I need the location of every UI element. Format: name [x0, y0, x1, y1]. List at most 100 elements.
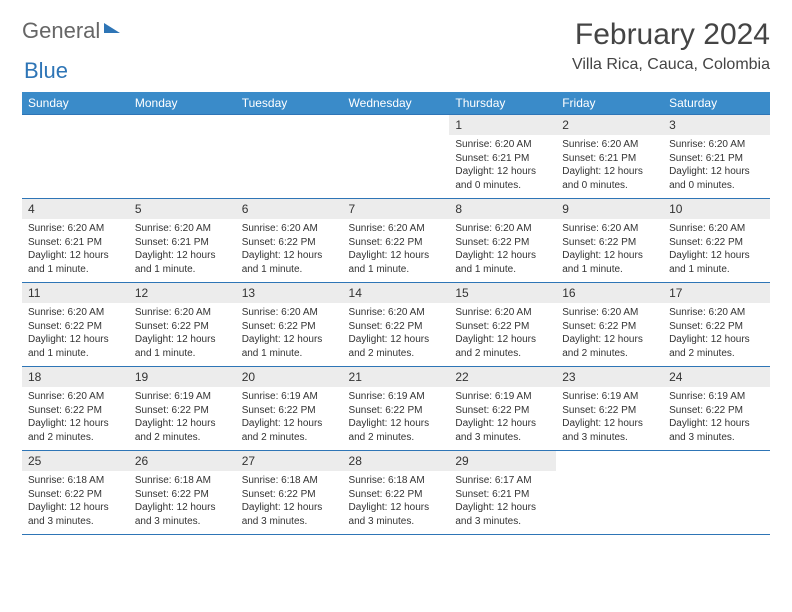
- day-number: 15: [449, 283, 556, 303]
- calendar-day-cell: 26Sunrise: 6:18 AMSunset: 6:22 PMDayligh…: [129, 451, 236, 535]
- day-number: 23: [556, 367, 663, 387]
- day-details: Sunrise: 6:20 AMSunset: 6:21 PMDaylight:…: [556, 135, 663, 198]
- day-details: Sunrise: 6:19 AMSunset: 6:22 PMDaylight:…: [556, 387, 663, 450]
- calendar-week-row: 1Sunrise: 6:20 AMSunset: 6:21 PMDaylight…: [22, 115, 770, 199]
- calendar-day-cell: 1Sunrise: 6:20 AMSunset: 6:21 PMDaylight…: [449, 115, 556, 199]
- day-details: Sunrise: 6:20 AMSunset: 6:22 PMDaylight:…: [343, 219, 450, 282]
- day-details: Sunrise: 6:19 AMSunset: 6:22 PMDaylight:…: [129, 387, 236, 450]
- day-number: 13: [236, 283, 343, 303]
- calendar-day-cell: [663, 451, 770, 535]
- day-number: [556, 451, 663, 471]
- calendar-week-row: 11Sunrise: 6:20 AMSunset: 6:22 PMDayligh…: [22, 283, 770, 367]
- day-number: 19: [129, 367, 236, 387]
- day-number: 2: [556, 115, 663, 135]
- calendar-day-cell: 23Sunrise: 6:19 AMSunset: 6:22 PMDayligh…: [556, 367, 663, 451]
- day-number: [129, 115, 236, 135]
- day-details: Sunrise: 6:20 AMSunset: 6:22 PMDaylight:…: [449, 303, 556, 366]
- day-number: 20: [236, 367, 343, 387]
- day-details: Sunrise: 6:20 AMSunset: 6:22 PMDaylight:…: [556, 303, 663, 366]
- calendar-day-cell: 13Sunrise: 6:20 AMSunset: 6:22 PMDayligh…: [236, 283, 343, 367]
- day-details: Sunrise: 6:20 AMSunset: 6:22 PMDaylight:…: [663, 303, 770, 366]
- day-details: Sunrise: 6:20 AMSunset: 6:22 PMDaylight:…: [449, 219, 556, 282]
- title-block: February 2024 Villa Rica, Cauca, Colombi…: [572, 18, 770, 74]
- day-number: 17: [663, 283, 770, 303]
- calendar-day-cell: 25Sunrise: 6:18 AMSunset: 6:22 PMDayligh…: [22, 451, 129, 535]
- calendar-day-cell: [129, 115, 236, 199]
- weekday-header: Sunday: [22, 92, 129, 115]
- day-details: Sunrise: 6:20 AMSunset: 6:22 PMDaylight:…: [663, 219, 770, 282]
- calendar-day-cell: 9Sunrise: 6:20 AMSunset: 6:22 PMDaylight…: [556, 199, 663, 283]
- day-details: Sunrise: 6:20 AMSunset: 6:22 PMDaylight:…: [236, 303, 343, 366]
- day-number: 24: [663, 367, 770, 387]
- brand-part2: Blue: [24, 58, 68, 83]
- calendar-day-cell: 8Sunrise: 6:20 AMSunset: 6:22 PMDaylight…: [449, 199, 556, 283]
- day-number: 3: [663, 115, 770, 135]
- day-details: Sunrise: 6:20 AMSunset: 6:21 PMDaylight:…: [22, 219, 129, 282]
- day-number: [663, 451, 770, 471]
- day-details: Sunrise: 6:20 AMSunset: 6:21 PMDaylight:…: [129, 219, 236, 282]
- weekday-header: Tuesday: [236, 92, 343, 115]
- day-number: 6: [236, 199, 343, 219]
- calendar-day-cell: 17Sunrise: 6:20 AMSunset: 6:22 PMDayligh…: [663, 283, 770, 367]
- month-title: February 2024: [572, 18, 770, 52]
- day-details: Sunrise: 6:19 AMSunset: 6:22 PMDaylight:…: [449, 387, 556, 450]
- day-number: 9: [556, 199, 663, 219]
- calendar-day-cell: 19Sunrise: 6:19 AMSunset: 6:22 PMDayligh…: [129, 367, 236, 451]
- day-details: Sunrise: 6:18 AMSunset: 6:22 PMDaylight:…: [343, 471, 450, 534]
- weekday-header: Friday: [556, 92, 663, 115]
- day-details: Sunrise: 6:19 AMSunset: 6:22 PMDaylight:…: [663, 387, 770, 450]
- calendar-table: SundayMondayTuesdayWednesdayThursdayFrid…: [22, 92, 770, 535]
- day-number: 22: [449, 367, 556, 387]
- calendar-body: 1Sunrise: 6:20 AMSunset: 6:21 PMDaylight…: [22, 115, 770, 535]
- day-details: Sunrise: 6:20 AMSunset: 6:22 PMDaylight:…: [343, 303, 450, 366]
- day-number: 26: [129, 451, 236, 471]
- calendar-day-cell: 21Sunrise: 6:19 AMSunset: 6:22 PMDayligh…: [343, 367, 450, 451]
- calendar-day-cell: 24Sunrise: 6:19 AMSunset: 6:22 PMDayligh…: [663, 367, 770, 451]
- weekday-header: Thursday: [449, 92, 556, 115]
- calendar-day-cell: 20Sunrise: 6:19 AMSunset: 6:22 PMDayligh…: [236, 367, 343, 451]
- day-details: Sunrise: 6:19 AMSunset: 6:22 PMDaylight:…: [236, 387, 343, 450]
- calendar-header-row: SundayMondayTuesdayWednesdayThursdayFrid…: [22, 92, 770, 115]
- day-number: 4: [22, 199, 129, 219]
- calendar-day-cell: 4Sunrise: 6:20 AMSunset: 6:21 PMDaylight…: [22, 199, 129, 283]
- day-number: 11: [22, 283, 129, 303]
- day-details: Sunrise: 6:20 AMSunset: 6:22 PMDaylight:…: [236, 219, 343, 282]
- calendar-day-cell: [236, 115, 343, 199]
- calendar-day-cell: 14Sunrise: 6:20 AMSunset: 6:22 PMDayligh…: [343, 283, 450, 367]
- day-details: Sunrise: 6:18 AMSunset: 6:22 PMDaylight:…: [236, 471, 343, 534]
- day-details: Sunrise: 6:17 AMSunset: 6:21 PMDaylight:…: [449, 471, 556, 534]
- day-details: Sunrise: 6:20 AMSunset: 6:22 PMDaylight:…: [22, 303, 129, 366]
- day-number: 7: [343, 199, 450, 219]
- calendar-day-cell: 15Sunrise: 6:20 AMSunset: 6:22 PMDayligh…: [449, 283, 556, 367]
- day-number: 8: [449, 199, 556, 219]
- day-number: 25: [22, 451, 129, 471]
- weekday-header: Wednesday: [343, 92, 450, 115]
- calendar-day-cell: 18Sunrise: 6:20 AMSunset: 6:22 PMDayligh…: [22, 367, 129, 451]
- calendar-day-cell: 27Sunrise: 6:18 AMSunset: 6:22 PMDayligh…: [236, 451, 343, 535]
- day-number: 14: [343, 283, 450, 303]
- day-details: Sunrise: 6:18 AMSunset: 6:22 PMDaylight:…: [129, 471, 236, 534]
- day-number: 16: [556, 283, 663, 303]
- calendar-week-row: 25Sunrise: 6:18 AMSunset: 6:22 PMDayligh…: [22, 451, 770, 535]
- calendar-day-cell: 3Sunrise: 6:20 AMSunset: 6:21 PMDaylight…: [663, 115, 770, 199]
- calendar-day-cell: 10Sunrise: 6:20 AMSunset: 6:22 PMDayligh…: [663, 199, 770, 283]
- day-number: [343, 115, 450, 135]
- day-details: Sunrise: 6:20 AMSunset: 6:22 PMDaylight:…: [129, 303, 236, 366]
- day-number: 21: [343, 367, 450, 387]
- day-number: 5: [129, 199, 236, 219]
- day-number: [236, 115, 343, 135]
- calendar-day-cell: 6Sunrise: 6:20 AMSunset: 6:22 PMDaylight…: [236, 199, 343, 283]
- weekday-header: Monday: [129, 92, 236, 115]
- day-details: Sunrise: 6:20 AMSunset: 6:22 PMDaylight:…: [556, 219, 663, 282]
- day-number: 10: [663, 199, 770, 219]
- day-number: 28: [343, 451, 450, 471]
- calendar-day-cell: 11Sunrise: 6:20 AMSunset: 6:22 PMDayligh…: [22, 283, 129, 367]
- calendar-day-cell: 29Sunrise: 6:17 AMSunset: 6:21 PMDayligh…: [449, 451, 556, 535]
- calendar-day-cell: 28Sunrise: 6:18 AMSunset: 6:22 PMDayligh…: [343, 451, 450, 535]
- calendar-day-cell: 16Sunrise: 6:20 AMSunset: 6:22 PMDayligh…: [556, 283, 663, 367]
- day-details: Sunrise: 6:20 AMSunset: 6:21 PMDaylight:…: [449, 135, 556, 198]
- location-text: Villa Rica, Cauca, Colombia: [572, 56, 770, 74]
- calendar-day-cell: [22, 115, 129, 199]
- day-details: Sunrise: 6:18 AMSunset: 6:22 PMDaylight:…: [22, 471, 129, 534]
- calendar-week-row: 18Sunrise: 6:20 AMSunset: 6:22 PMDayligh…: [22, 367, 770, 451]
